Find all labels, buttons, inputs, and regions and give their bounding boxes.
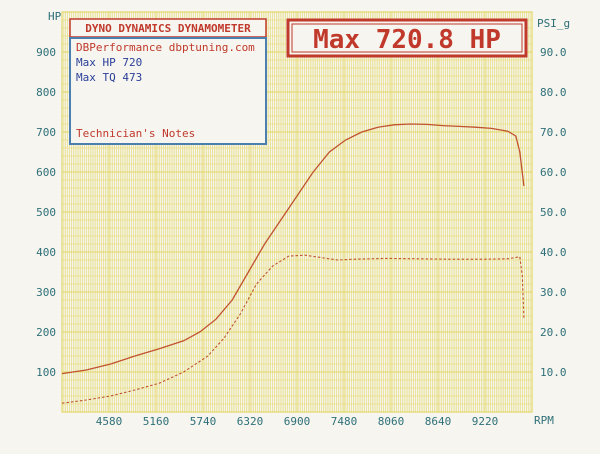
y2-tick-label: 20.0 <box>540 326 567 339</box>
series <box>61 123 525 404</box>
y-tick-label: 400 <box>36 246 56 259</box>
shop-name: DBPerformance dbptuning.com <box>76 41 255 54</box>
x-axis-unit: RPM <box>534 414 554 427</box>
x-tick-label: 7480 <box>331 415 358 428</box>
y2-tick-label: 70.0 <box>540 126 567 139</box>
x-tick-label: 4580 <box>96 415 123 428</box>
x-tick-label: 6900 <box>284 415 311 428</box>
x-tick-label: 8640 <box>425 415 452 428</box>
y-tick-label: 800 <box>36 86 56 99</box>
left-axis-unit: HP <box>48 10 62 23</box>
max-hp-banner-box <box>286 18 528 58</box>
x-tick-label: 6320 <box>237 415 264 428</box>
dyno-title: DYNO DYNAMICS DYNAMOMETER <box>85 22 251 35</box>
y-tick-label: 900 <box>36 46 56 59</box>
x-tick-label: 5160 <box>143 415 170 428</box>
y2-tick-label: 10.0 <box>540 366 567 379</box>
x-tick-label: 5740 <box>190 415 217 428</box>
plot-frame <box>61 11 533 413</box>
series-line-boost <box>61 254 525 404</box>
y2-tick-label: 60.0 <box>540 166 567 179</box>
axis-ticks: 100 200 300 400 500 600 700 800 900 10.0 20.0 30.0 4… <box>36 46 566 428</box>
y-tick-label: 700 <box>36 126 56 139</box>
y-tick-label: 300 <box>36 286 56 299</box>
max-hp-line: Max HP 720 <box>76 56 142 69</box>
y2-tick-label: 90.0 <box>540 46 567 59</box>
y2-tick-label: 40.0 <box>540 246 567 259</box>
info-box <box>69 37 267 145</box>
x-tick-label: 9220 <box>472 415 499 428</box>
max-hp-banner-inner <box>291 23 523 53</box>
y-tick-label: 600 <box>36 166 56 179</box>
y-tick-label: 100 <box>36 366 56 379</box>
y-tick-label: 500 <box>36 206 56 219</box>
y-tick-label: 200 <box>36 326 56 339</box>
right-axis-unit: PSI_g <box>537 17 570 30</box>
y2-tick-label: 80.0 <box>540 86 567 99</box>
series-line-power <box>61 123 525 375</box>
technician-notes-label: Technician's Notes <box>76 127 195 140</box>
max-tq-line: Max TQ 473 <box>76 71 142 84</box>
max-hp-banner: Max 720.8 HP <box>313 25 501 55</box>
y2-tick-label: 50.0 <box>540 206 567 219</box>
y2-tick-label: 30.0 <box>540 286 567 299</box>
x-tick-label: 8060 <box>378 415 405 428</box>
